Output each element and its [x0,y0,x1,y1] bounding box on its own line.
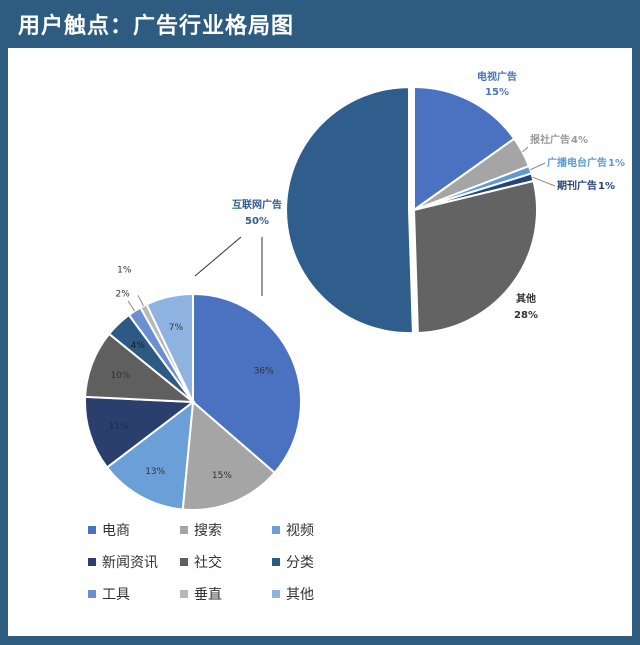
legend-swatch [180,526,188,534]
page-title: 用户触点：广告行业格局图 [18,14,295,39]
legend-swatch [180,558,188,566]
legend-item: 工具 [88,584,180,604]
legend-label: 垂直 [194,587,222,603]
sub-pie-value-label-2: 13% [145,467,165,477]
main-pie-value-label-0: 15% [485,87,509,98]
legend-item: 视频 [272,520,364,540]
main-pie-category-label-5: 互联网广告 [232,198,282,211]
legend-item: 其他 [272,584,364,604]
main-pie-value-label-1: 4% [571,135,588,146]
main-pie-category-label-2: 广播电台广告 [547,156,607,169]
legend-swatch [88,590,96,598]
main-pie-value-label-2: 1% [608,158,625,169]
main-pie-leader-line-3 [532,176,556,187]
legend-label: 其他 [286,587,314,603]
legend-swatch [272,590,280,598]
legend-label: 新闻资讯 [102,555,158,571]
sub-pie-value-label-3: 11% [109,422,129,432]
main-pie-slice-5 [285,86,414,335]
legend-label: 社交 [194,555,222,571]
legend-swatch [88,558,96,566]
sub-pie-value-label-0: 36% [254,367,274,377]
main-pie-leader-line-2 [529,162,546,171]
sub-pie-value-label-4: 10% [110,371,130,381]
connector-line-left [194,236,242,277]
legend-item: 社交 [180,552,272,572]
legend: 电商 搜索 视频新闻资讯 社交 分类工具 垂直 其他 [88,520,388,604]
main-pie-slice-0 [413,85,516,212]
sub-pie-value-label-7: 1% [117,266,132,276]
sub-pie-leader-line-7 [137,295,144,307]
legend-item: 垂直 [180,584,272,604]
legend-swatch [272,526,280,534]
legend-item: 新闻资讯 [88,552,180,572]
main-pie-slice-4 [412,179,538,334]
legend-label: 电商 [102,523,130,539]
sub-pie-slice-0 [192,292,302,475]
legend-label: 搜索 [194,523,222,539]
sub-pie-value-label-6: 2% [116,290,131,300]
main-pie-category-label-4: 其他 [516,292,536,305]
legend-swatch [272,558,280,566]
sub-pie-value-label-8: 7% [169,323,184,333]
sub-pie-slice-8 [145,292,194,403]
legend-label: 视频 [286,523,314,539]
sub-pie-value-label-5: 4% [131,341,146,351]
sub-pie-value-label-1: 15% [212,471,232,481]
main-pie-leader-line-1 [522,146,529,153]
legend-swatch [88,526,96,534]
legend-swatch [180,590,188,598]
legend-item: 搜索 [180,520,272,540]
sub-pie-slice-1 [181,399,277,511]
title-bar: 用户触点：广告行业格局图 [0,0,640,48]
sub-pie-slice-2 [105,399,195,511]
legend-item: 分类 [272,552,364,572]
main-pie-category-label-0: 电视广告 [477,70,517,83]
sub-pie-slice-3 [84,395,196,469]
main-pie-value-label-5: 50% [245,216,269,227]
main-pie-category-label-3: 期刊广告 [557,179,597,192]
main-pie-value-label-3: 1% [598,181,615,192]
legend-label: 分类 [286,555,314,571]
main-pie-category-label-1: 报社广告 [530,133,570,146]
main-pie-value-label-4: 28% [514,310,538,321]
legend-item: 电商 [88,520,180,540]
legend-label: 工具 [102,587,130,603]
sub-pie-leader-line-6 [127,300,136,312]
